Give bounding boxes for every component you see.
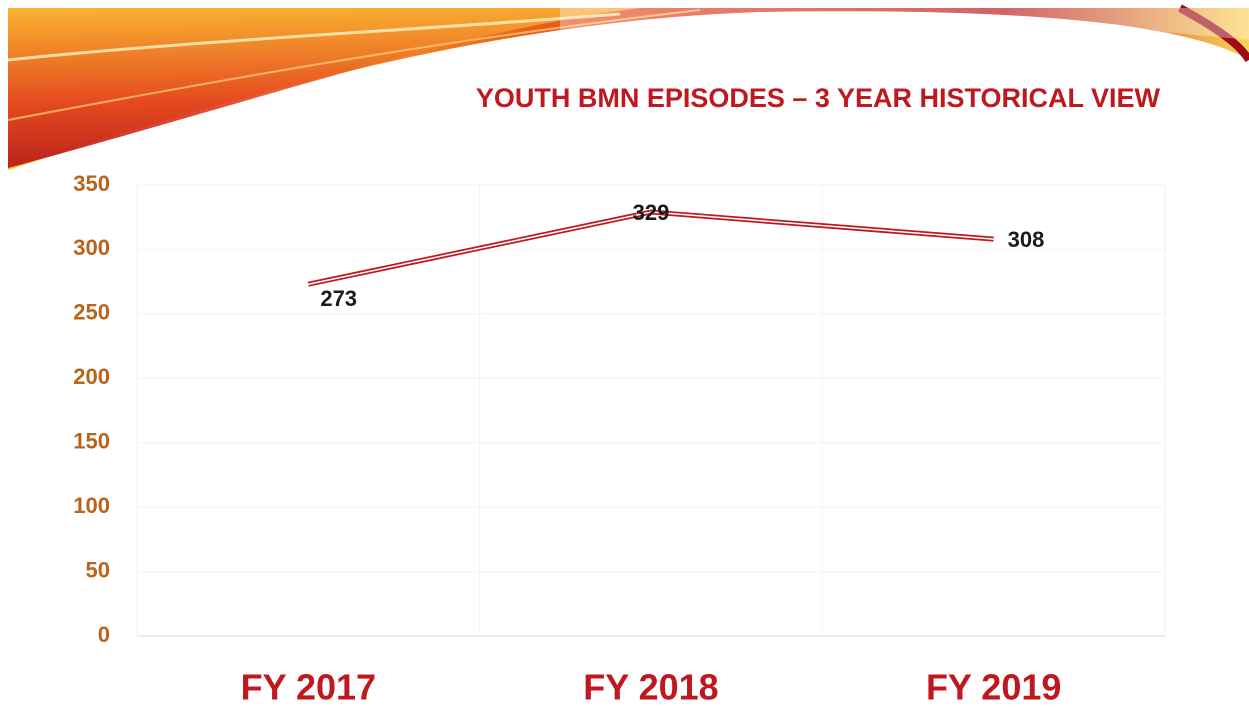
y-tick-label: 200 xyxy=(73,364,110,389)
chart-title: YOUTH BMN EPISODES – 3 YEAR HISTORICAL V… xyxy=(476,83,1161,113)
y-tick-label: 100 xyxy=(73,493,110,518)
x-tick-label: FY 2018 xyxy=(583,667,718,708)
y-tick-label: 350 xyxy=(73,171,110,196)
y-tick-label: 0 xyxy=(98,622,110,647)
data-label: 273 xyxy=(320,286,357,311)
y-tick-label: 150 xyxy=(73,429,110,454)
y-tick-label: 50 xyxy=(86,557,110,582)
slide: YOUTH BMN EPISODES – 3 YEAR HISTORICAL V… xyxy=(0,0,1249,709)
x-tick-label: FY 2019 xyxy=(926,667,1061,708)
x-tick-label: FY 2017 xyxy=(241,667,376,708)
data-label: 329 xyxy=(633,200,670,225)
plot-area: 0 50 100 150 200 250 300 350 FY 2017 FY 2018 FY 20… xyxy=(73,171,1165,708)
y-tick-label: 250 xyxy=(73,300,110,325)
y-tick-label: 300 xyxy=(73,235,110,260)
data-label: 308 xyxy=(1008,227,1045,252)
